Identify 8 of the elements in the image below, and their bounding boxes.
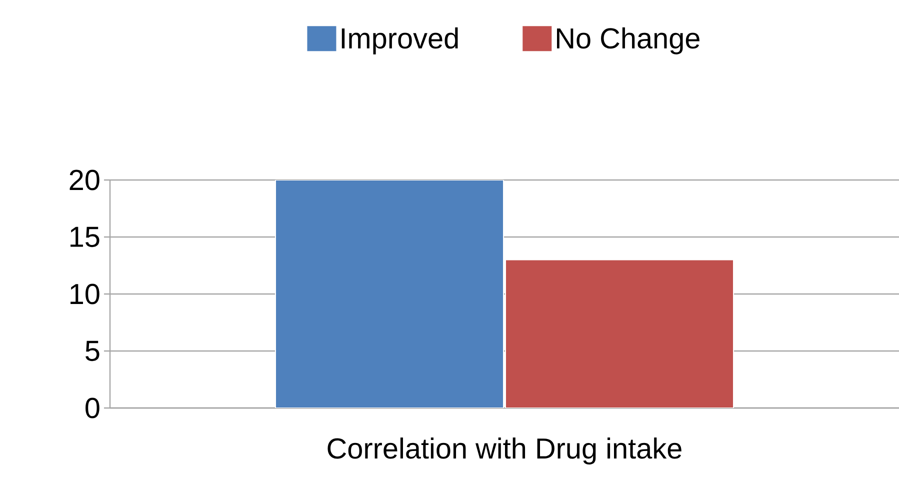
x-tick-label: Correlation with Drug intake (328, 438, 682, 464)
legend-label: Improved (342, 27, 458, 54)
y-tick-label: 15 (70, 226, 100, 248)
y-tick-label: 0 (86, 398, 100, 418)
legend-label: No Change (557, 27, 700, 54)
y-tick-label: 10 (70, 284, 100, 304)
y-tick-label: 5 (86, 340, 100, 362)
y-tick-label: 20 (70, 170, 100, 190)
